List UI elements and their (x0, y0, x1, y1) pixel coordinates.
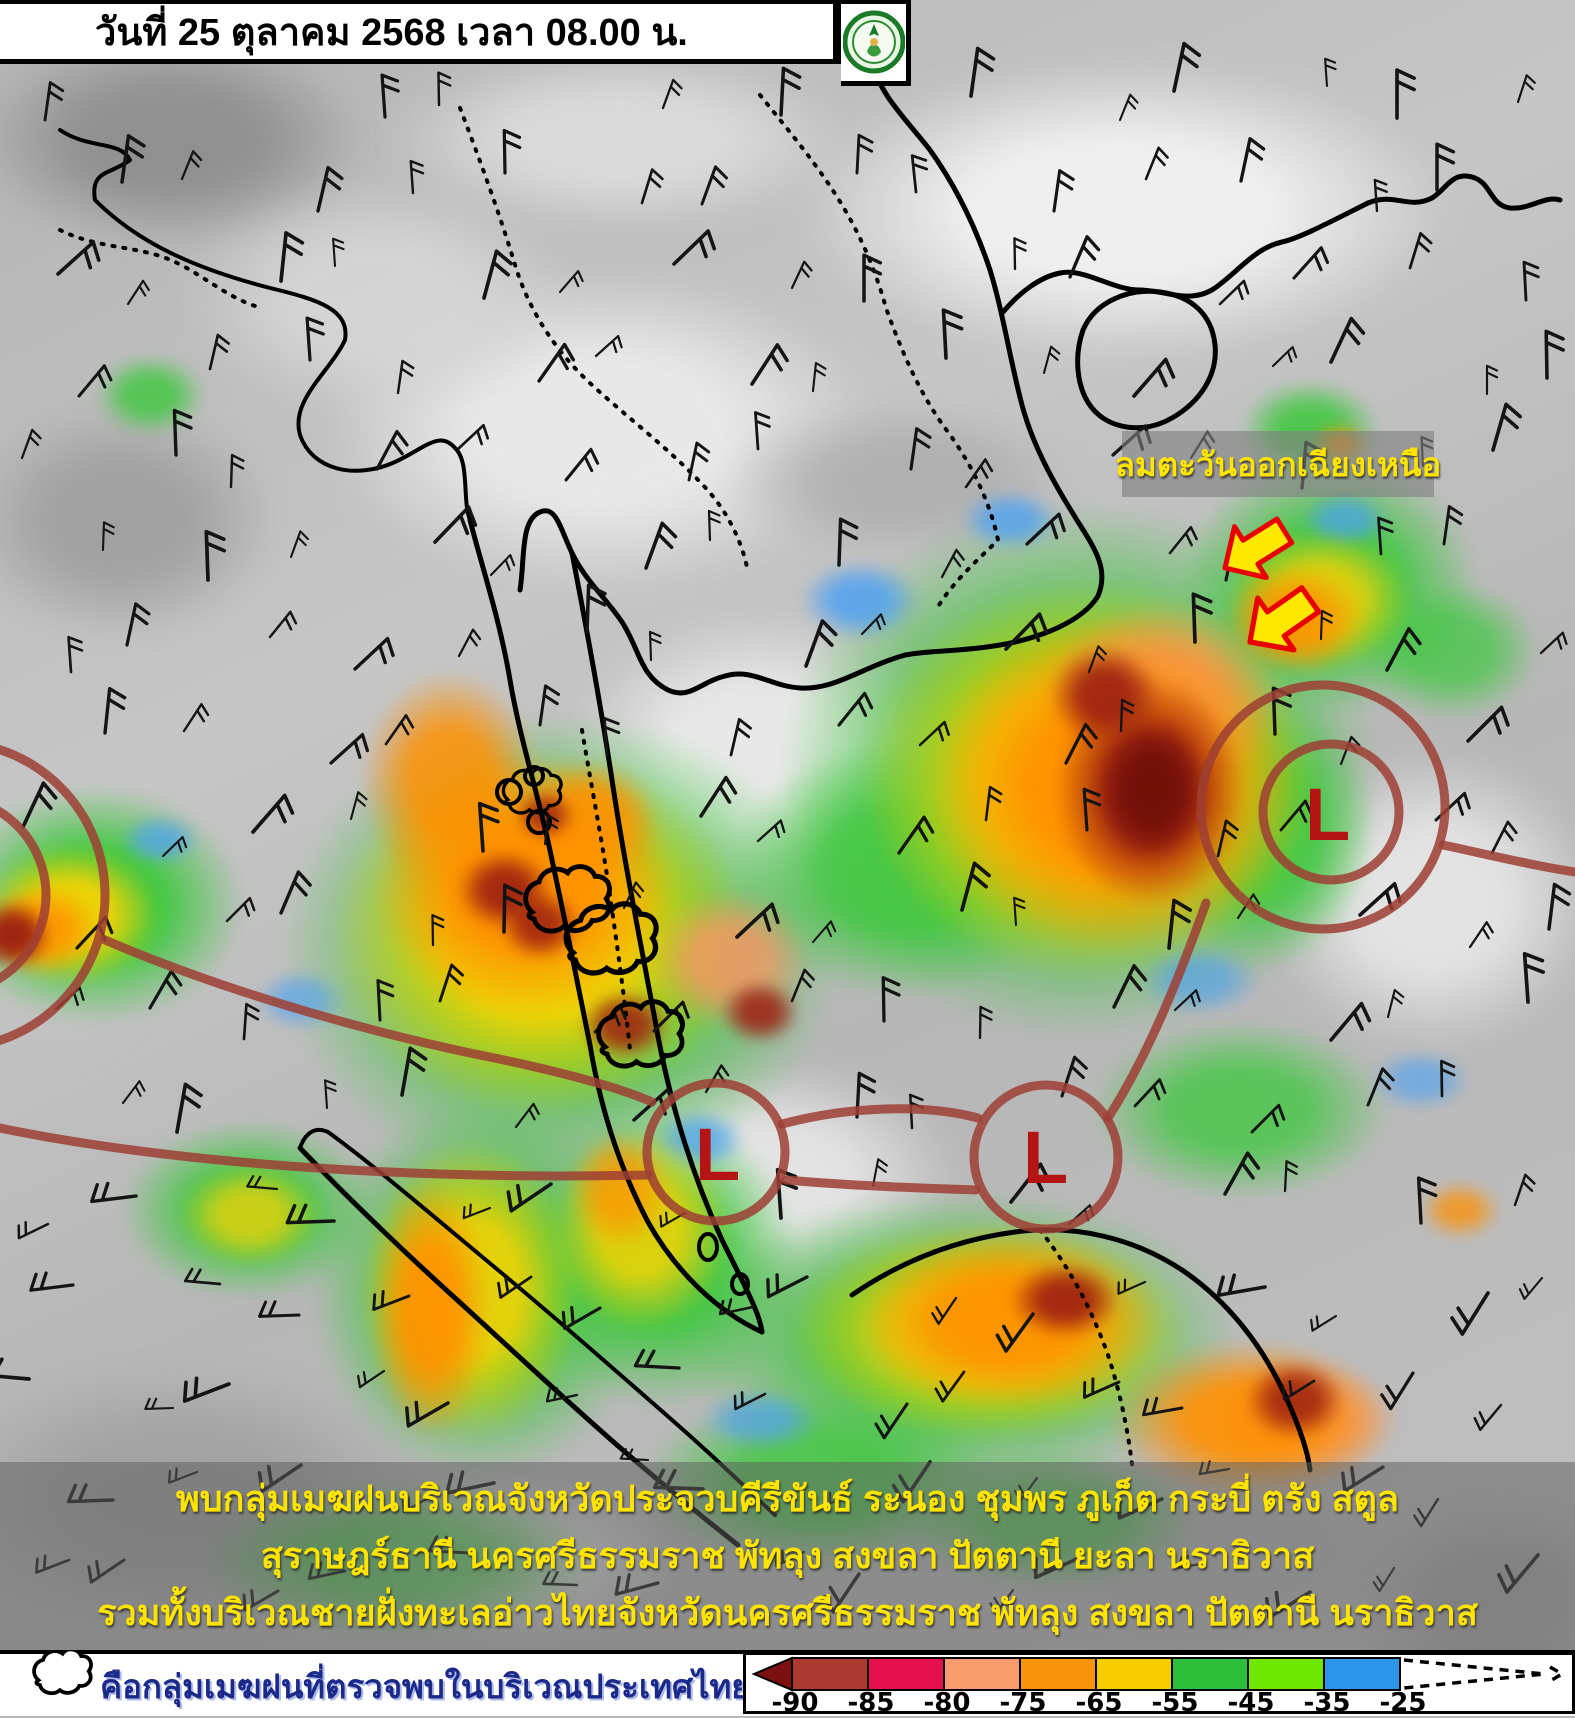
cloud-blob (560, 610, 960, 910)
scale-tick: -80 (923, 1688, 971, 1718)
precip-green (520, 1110, 800, 1410)
precip-green (1090, 1020, 1390, 1200)
precip-yellow (0, 845, 160, 985)
precip-dark-red (1245, 1360, 1345, 1440)
cloud-blob (0, 400, 280, 640)
precip-dark-red (1010, 1262, 1120, 1338)
precip-yellow (860, 580, 1320, 980)
precip-blue (255, 970, 345, 1030)
cloud-blob (790, 60, 1450, 360)
precip-dark-red (515, 790, 575, 840)
scale-segment (1247, 1657, 1325, 1691)
precip-green (780, 500, 1380, 1040)
precip-salmon (1040, 600, 1280, 800)
precip-yellow (330, 755, 750, 1115)
wind-label: ลมตะวันออกเฉียงเหนือ (1114, 445, 1442, 483)
precip-yellow (790, 1220, 1190, 1440)
precip-orange (375, 755, 675, 1015)
scale-tick: -35 (1303, 1688, 1351, 1718)
tmd-logo-icon (842, 10, 905, 73)
date-time-title: วันที่ 25 ตุลาคม 2568 เวลา 08.00 น. (95, 12, 688, 54)
precip-dark-red (580, 990, 670, 1060)
precip-dark-red (500, 890, 580, 960)
precip-blue (1370, 1050, 1470, 1110)
precip-green (0, 785, 245, 1025)
precip-orange (520, 760, 660, 880)
precip-blue (120, 815, 200, 865)
scale-segment (943, 1657, 1021, 1691)
precip-green (1360, 580, 1540, 720)
caption-line-3: รวมทั้งบริเวณชายฝั่งทะเลอ่าวไทยจังหวัดนค… (97, 1592, 1478, 1633)
precip-dark-red (720, 980, 800, 1044)
satellite-map (0, 0, 1575, 1650)
precip-dark-red (1055, 675, 1245, 905)
temperature-scale-bar (751, 1656, 1566, 1692)
scale-segment (1019, 1657, 1097, 1691)
precip-green (1155, 690, 1375, 970)
precip-salmon (650, 890, 810, 1030)
scale-tick: -90 (771, 1688, 819, 1718)
precip-yellow (550, 1130, 730, 1330)
precip-blue (960, 490, 1060, 550)
cloud-blob (1260, 750, 1575, 1050)
legend-cloud-note: คือกลุ่มเมฆฝนที่ตรวจพบในบริเวณประเทศไทย (100, 1668, 751, 1705)
precip-orange (930, 615, 1300, 955)
caption-line-2: สุราษฎร์ธานี นครศรีธรรมราช พัทลุง สงขลา … (260, 1535, 1315, 1576)
scale-segment (1323, 1657, 1401, 1691)
precip-yellow (360, 1140, 580, 1440)
precip-core (1097, 720, 1207, 860)
precip-green (120, 1120, 380, 1300)
precip-blue (700, 1390, 820, 1450)
caption-band: พบกลุ่มเมฆฝนบริเวณจังหวัดประจวบคีรีขันธ์… (0, 1462, 1575, 1650)
cloud-blob (560, 1060, 960, 1300)
scale-tick: -55 (1151, 1688, 1199, 1718)
precip-orange (370, 1180, 490, 1440)
precip-blue (655, 1110, 745, 1170)
scale-tick: -75 (999, 1688, 1047, 1718)
precip-orange (1225, 565, 1365, 675)
precip-orange (570, 1130, 670, 1250)
precip-orange (860, 1230, 1160, 1410)
scale-segment (1095, 1657, 1173, 1691)
precip-green (95, 355, 205, 435)
scale-dashed-arrow (1403, 1658, 1566, 1690)
wind-label-band: ลมตะวันออกเฉียงเหนือ (1115, 431, 1441, 497)
scale-tick: -85 (847, 1688, 895, 1718)
scale-tick: -65 (1075, 1688, 1123, 1718)
precip-green (310, 1100, 650, 1480)
precip-green (280, 710, 840, 1190)
title-bar: วันที่ 25 ตุลาคม 2568 เวลา 08.00 น. (0, 0, 833, 64)
scale-segment (791, 1657, 869, 1691)
precip-orange (0, 885, 100, 975)
scale-segment (867, 1657, 945, 1691)
precip-blue (800, 560, 920, 640)
precip-dark-red (1050, 645, 1160, 745)
cloud-blob (180, 180, 580, 420)
scale-tick: -25 (1379, 1688, 1427, 1718)
precip-yellow (1230, 530, 1410, 670)
cloud-blob (0, 740, 180, 1060)
scale-arrowhead (751, 1656, 793, 1692)
logo-box (841, 0, 911, 86)
precip-green (680, 1190, 1240, 1490)
precip-blue (1300, 492, 1390, 548)
precip-blue (1140, 945, 1260, 1015)
temperature-scale: -90 -85 -80 -75 -65 -55 -45 -35 -25 (743, 1652, 1575, 1718)
precip-yellow (180, 1165, 320, 1265)
scale-segment (1171, 1657, 1249, 1691)
precip-green (730, 740, 1070, 1000)
precip-orange (360, 670, 540, 890)
precip-dark-red (0, 900, 52, 970)
cloud-blob (320, 270, 880, 590)
precip-orange (1420, 1182, 1500, 1238)
precip-dark-red (457, 850, 553, 930)
scale-tick: -45 (1227, 1688, 1275, 1718)
cloud-blob (720, 400, 1080, 560)
caption-line-1: พบกลุ่มเมฆฝนบริเวณจังหวัดประจวบคีรีขันธ์… (176, 1478, 1399, 1519)
title-divider (833, 0, 841, 64)
legend-cloud-icon (32, 1650, 93, 1696)
cloud-blob (380, 50, 860, 230)
